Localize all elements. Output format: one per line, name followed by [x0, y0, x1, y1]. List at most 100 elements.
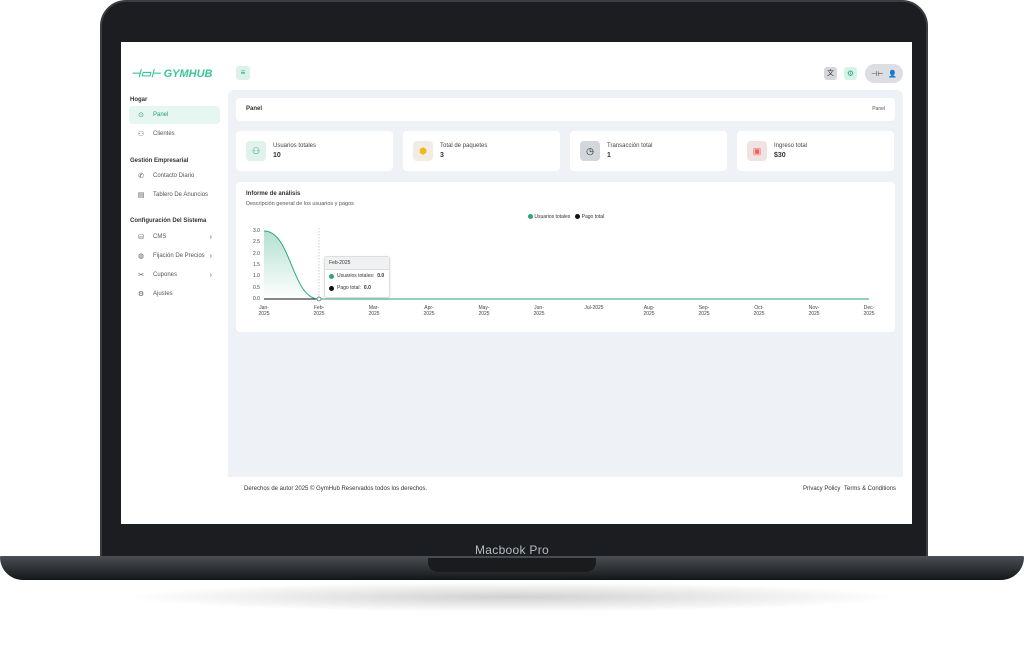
sidebar-item-cupones[interactable]: ✂ Cupones ›: [129, 266, 220, 284]
chevron-right-icon: ›: [209, 271, 212, 279]
chevron-right-icon: ›: [209, 252, 212, 260]
menu-toggle-button[interactable]: ≡: [236, 66, 250, 80]
active-point: [316, 296, 322, 302]
screen: ⊣▭⊢ GYMHUB ≡ 文 ⚙ ⊣⊢ 👤 Hogar ⊙ Panel ⚇ Clientes…: [121, 42, 912, 524]
x-tick-label: Oct-2025: [753, 305, 765, 317]
sidebar-item-clientes[interactable]: ⚇ Clientes: [129, 125, 220, 143]
x-tick-label: Jan-2025: [258, 305, 270, 317]
profile-button[interactable]: ⊣⊢ 👤: [865, 64, 903, 83]
tooltip-value: 0.0: [377, 273, 385, 279]
page-header: Panel Panel: [236, 98, 895, 121]
sidebar-item-contacto-diario[interactable]: ✆ Contacto Diario: [129, 167, 220, 185]
tooltip-marker: [329, 273, 334, 279]
laptop-notch: [428, 558, 596, 572]
sidebar-section-title: Hogar: [130, 97, 148, 103]
tooltip-label: Pago total:: [337, 285, 361, 291]
legend-label: Usuarios totales: [534, 214, 571, 220]
sidebar-section-title: Gestión Empresarial: [130, 158, 189, 164]
y-tick-label: 2.0: [253, 250, 260, 257]
chart-legend: Usuarios totales Pago total: [528, 214, 604, 220]
tooltip-label: Usuarios totales:: [337, 273, 375, 279]
menu-icon: ≡: [240, 68, 246, 77]
stat-value: 3: [440, 152, 444, 159]
settings-button[interactable]: ⚙: [844, 67, 857, 80]
tooltip-row: Usuarios totales: 0.0: [325, 270, 389, 282]
x-tick-label: May-2025: [478, 305, 490, 317]
stat-label: Usuarios totales: [273, 143, 317, 149]
sidebar-item-fijación-de-precios[interactable]: ◍ Fijación De Precios ›: [129, 247, 220, 265]
stat-card: ⬢ Total de paquetes 3: [403, 131, 560, 171]
x-tick-label: Mar-2025: [368, 305, 380, 317]
sidebar-item-panel[interactable]: ⊙ Panel: [129, 106, 220, 124]
stat-value: 1: [607, 152, 611, 159]
sidebar-item-label: Cupones: [153, 272, 178, 278]
stat-label: Transacción total: [607, 143, 653, 149]
breadcrumb: Panel: [872, 106, 885, 112]
phone-icon: ✆: [138, 173, 144, 180]
sidebar-section-title: Configuración Del Sistema: [130, 218, 207, 224]
series-line: [263, 230, 869, 300]
sidebar-item-ajustes[interactable]: ⚙ Ajustes: [129, 285, 220, 303]
y-tick-label: 0.5: [253, 284, 260, 291]
stat-card: ▣ Ingreso total $30: [737, 131, 894, 171]
x-tick-label: Jun-2025: [533, 305, 545, 317]
legend-marker: [575, 214, 581, 220]
gear-icon: ⚙: [137, 291, 145, 298]
legend-item[interactable]: Pago total: [575, 214, 604, 220]
stat-label: Ingreso total: [774, 143, 808, 149]
copyright: Derechos de autor 2025 © GymHub Reservad…: [244, 486, 428, 492]
x-tick-label: Nov-2025: [808, 305, 820, 317]
users-icon: ⚇: [246, 141, 266, 161]
y-tick-label: 1.0: [253, 273, 260, 280]
analytics-subtitle: Descripción general de los usuarios y pa…: [246, 201, 354, 207]
translate-icon: 文: [827, 70, 834, 77]
x-tick-label: Jul-2025: [584, 305, 604, 311]
analytics-title: Informe de análisis: [246, 191, 301, 197]
laptop-shadow: [120, 582, 904, 612]
price-icon: ◍: [137, 253, 145, 260]
terms-link[interactable]: Terms & Conditions: [844, 486, 897, 492]
sidebar-item-tablero-de-anuncios[interactable]: ▤ Tablero De Anuncios: [129, 186, 220, 204]
legend-marker: [528, 214, 533, 220]
database-icon: ⛁: [138, 234, 144, 241]
settings-icon: ⚙: [846, 69, 855, 78]
device-label: Macbook Pro: [475, 543, 549, 557]
dumbbell-icon: ⊣▭⊢: [131, 68, 161, 80]
x-tick-label: Dec-2025: [863, 305, 875, 317]
sidebar-item-label: Contacto Diario: [153, 173, 195, 179]
chart: Usuarios totales Pago total 0.0 0.5 1.0 1.5 2…: [236, 182, 895, 332]
stat-value: 10: [273, 152, 281, 159]
user-icon: 👤: [888, 70, 897, 78]
chart-tooltip: Feb-2025 Usuarios totales: 0.0 Pago total: 0…: [324, 256, 390, 298]
sidebar-item-label: Fijación De Precios: [153, 253, 205, 259]
board-icon: ▤: [137, 192, 145, 199]
x-tick-label: Apr-2025: [423, 305, 435, 317]
coupon-icon: ✂: [138, 272, 144, 279]
page-title: Panel: [246, 106, 263, 112]
sidebar-item-label: Tablero De Anuncios: [153, 192, 209, 198]
tooltip-title: Feb-2025: [325, 257, 389, 270]
y-tick-label: 3.0: [253, 228, 260, 234]
chart-plot: [263, 228, 869, 302]
sidebar-item-label: Panel: [153, 112, 169, 118]
y-tick-label: 0.0: [253, 296, 260, 302]
y-tick-label: 1.5: [253, 262, 260, 268]
tooltip-value: 0.0: [363, 285, 371, 291]
package-icon: ⬢: [413, 141, 433, 161]
privacy-link[interactable]: Privacy Policy: [803, 486, 841, 492]
x-tick-label: Feb-2025: [313, 305, 325, 317]
sidebar-item-label: Clientes: [153, 131, 175, 137]
translate-button[interactable]: 文: [824, 67, 837, 80]
dashboard-icon: ⊙: [138, 112, 144, 119]
y-tick-label: 2.5: [253, 239, 260, 246]
dumbbell-icon: ⊣⊢: [871, 70, 884, 78]
logo[interactable]: ⊣▭⊢ GYMHUB: [131, 67, 213, 81]
legend-item[interactable]: Usuarios totales: [528, 214, 570, 220]
tooltip-row: Pago total: 0.0: [325, 282, 389, 294]
stat-label: Total de paquetes: [440, 143, 488, 149]
stat-card: ⚇ Usuarios totales 10: [236, 131, 393, 171]
sidebar-item-cms[interactable]: ⛁ CMS ›: [129, 228, 220, 246]
stat-card: ◷ Transacción total 1: [570, 131, 727, 171]
chevron-right-icon: ›: [209, 233, 212, 241]
x-tick-label: Aug-2025: [643, 305, 655, 317]
